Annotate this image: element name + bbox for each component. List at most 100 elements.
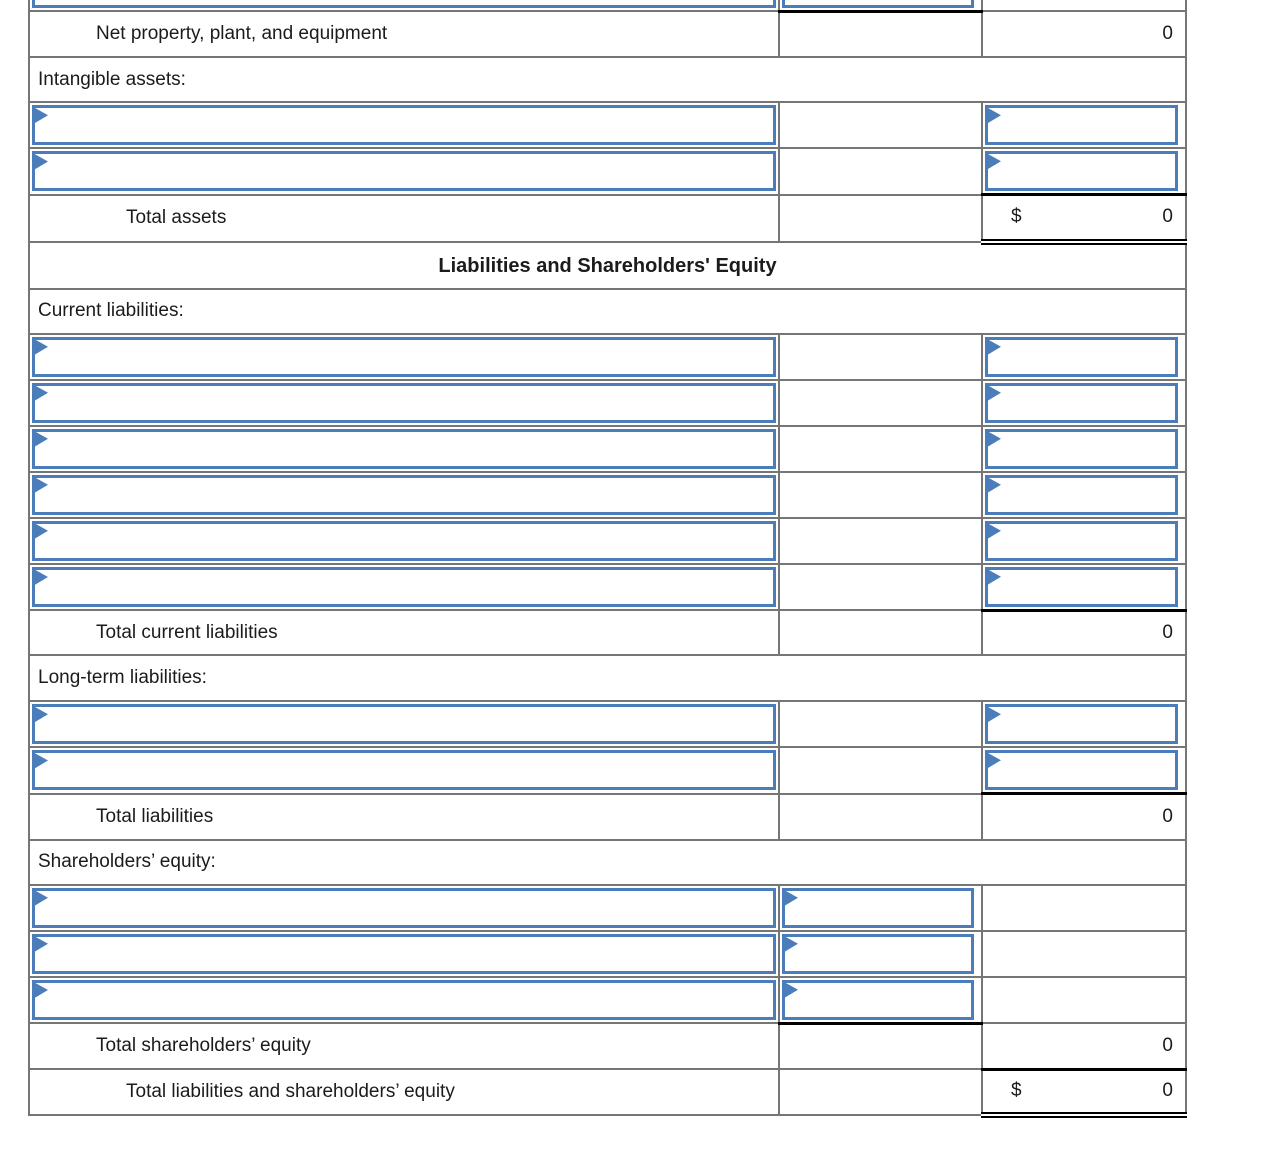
amount-input-cell[interactable] bbox=[28, 0, 780, 12]
amount-input[interactable] bbox=[32, 704, 776, 744]
empty-cell bbox=[778, 193, 983, 243]
amount-input[interactable] bbox=[985, 382, 1178, 423]
amount-input[interactable] bbox=[32, 105, 776, 145]
input-flag-icon bbox=[988, 339, 1001, 355]
row-intangible-input-2 bbox=[28, 147, 1187, 196]
row-net-ppe: Net property, plant, and equipment 0 bbox=[28, 9, 1187, 58]
total-liabilities-equity-label: Total liabilities and shareholders’ equi… bbox=[28, 1068, 780, 1116]
input-flag-icon bbox=[35, 385, 48, 401]
input-flag-icon bbox=[988, 707, 1001, 722]
input-flag-icon bbox=[988, 477, 1001, 493]
amount-input[interactable] bbox=[32, 382, 776, 423]
amount-input[interactable] bbox=[782, 979, 974, 1020]
amount-input[interactable] bbox=[32, 520, 776, 561]
amount-input[interactable] bbox=[32, 0, 776, 8]
total-assets-value: 0 bbox=[1162, 206, 1173, 228]
amount-input[interactable] bbox=[985, 105, 1178, 145]
total-liabilities-equity-value-cell: $ 0 bbox=[981, 1067, 1187, 1118]
input-flag-icon bbox=[35, 707, 48, 722]
row-total-assets: Total assets $ 0 bbox=[28, 193, 1187, 245]
empty-cell bbox=[981, 0, 1187, 12]
input-flag-icon bbox=[988, 753, 1001, 768]
total-liabilities-equity-value: 0 bbox=[1162, 1080, 1173, 1102]
input-flag-icon bbox=[35, 154, 48, 170]
input-flag-icon bbox=[785, 890, 798, 906]
row-total-liabilities-equity: Total liabilities and shareholders’ equi… bbox=[28, 1067, 1187, 1118]
row-shareholders-equity-header: Shareholders’ equity: bbox=[28, 838, 1187, 886]
input-flag-icon bbox=[35, 936, 48, 952]
empty-cell bbox=[778, 792, 983, 841]
amount-input[interactable] bbox=[985, 704, 1178, 744]
amount-input[interactable] bbox=[32, 566, 776, 607]
amount-input[interactable] bbox=[985, 566, 1178, 607]
row-liabilities-equity-header: Liabilities and Shareholders' Equity bbox=[28, 240, 1187, 290]
amount-input-cell[interactable] bbox=[778, 0, 983, 12]
input-flag-icon bbox=[35, 339, 48, 355]
input-flag-icon bbox=[35, 890, 48, 906]
row-current-liability-input-3 bbox=[28, 424, 1187, 473]
total-liabilities-value: 0 bbox=[981, 792, 1187, 841]
row-total-shareholders-equity: Total shareholders’ equity 0 bbox=[28, 1021, 1187, 1070]
row-ppe-input-partial bbox=[28, 0, 1187, 12]
amount-input[interactable] bbox=[782, 887, 974, 928]
input-flag-icon bbox=[35, 108, 48, 123]
empty-cell bbox=[778, 1068, 983, 1116]
amount-input[interactable] bbox=[985, 750, 1178, 790]
total-assets-label: Total assets bbox=[28, 193, 780, 243]
row-total-current-liabilities: Total current liabilities 0 bbox=[28, 608, 1187, 656]
row-shareholders-equity-input-3 bbox=[28, 975, 1187, 1024]
long-term-liabilities-header: Long-term liabilities: bbox=[28, 654, 1187, 702]
amount-input[interactable] bbox=[32, 887, 776, 928]
amount-input[interactable] bbox=[32, 336, 776, 377]
empty-cell bbox=[981, 975, 1187, 1024]
amount-input[interactable] bbox=[985, 520, 1178, 561]
empty-cell bbox=[778, 562, 983, 611]
amount-input[interactable] bbox=[985, 428, 1178, 469]
input-flag-icon bbox=[35, 753, 48, 769]
input-flag-icon bbox=[988, 569, 1001, 585]
empty-cell bbox=[981, 883, 1187, 932]
amount-input[interactable] bbox=[32, 151, 776, 192]
row-total-liabilities: Total liabilities 0 bbox=[28, 792, 1187, 841]
row-current-liability-input-5 bbox=[28, 516, 1187, 565]
amount-input[interactable] bbox=[985, 336, 1178, 377]
row-current-liability-input-2 bbox=[28, 378, 1187, 427]
empty-cell bbox=[778, 746, 983, 795]
amount-input[interactable] bbox=[32, 428, 776, 469]
amount-input[interactable] bbox=[782, 933, 974, 974]
row-current-liabilities-header: Current liabilities: bbox=[28, 287, 1187, 335]
amount-input[interactable] bbox=[32, 979, 776, 1020]
amount-input[interactable] bbox=[32, 750, 776, 791]
total-shareholders-equity-label: Total shareholders’ equity bbox=[28, 1022, 780, 1070]
row-current-liability-input-6 bbox=[28, 562, 1187, 611]
input-flag-icon bbox=[988, 385, 1001, 401]
input-flag-icon bbox=[988, 154, 1001, 169]
empty-cell bbox=[778, 9, 983, 58]
input-flag-icon bbox=[35, 477, 48, 493]
amount-input[interactable] bbox=[985, 151, 1178, 191]
current-liabilities-header: Current liabilities: bbox=[28, 287, 1187, 335]
amount-input[interactable] bbox=[782, 0, 974, 8]
liabilities-equity-header: Liabilities and Shareholders' Equity bbox=[28, 240, 1187, 290]
currency-symbol: $ bbox=[1011, 206, 1022, 228]
input-flag-icon bbox=[35, 982, 48, 998]
empty-cell bbox=[778, 609, 983, 656]
total-current-liabilities-value: 0 bbox=[981, 608, 1187, 656]
row-shareholders-equity-input-2 bbox=[28, 929, 1187, 978]
row-current-liability-input-4 bbox=[28, 470, 1187, 519]
input-flag-icon bbox=[35, 569, 48, 585]
empty-cell bbox=[981, 929, 1187, 978]
row-long-term-input-1 bbox=[28, 700, 1187, 748]
empty-cell bbox=[778, 147, 983, 196]
empty-cell bbox=[778, 378, 983, 427]
total-shareholders-equity-value: 0 bbox=[981, 1022, 1187, 1070]
row-current-liability-input-1 bbox=[28, 332, 1187, 381]
empty-cell bbox=[778, 470, 983, 519]
total-current-liabilities-label: Total current liabilities bbox=[28, 609, 780, 656]
input-flag-icon bbox=[785, 982, 798, 998]
amount-input[interactable] bbox=[985, 474, 1178, 515]
amount-input[interactable] bbox=[32, 474, 776, 515]
currency-symbol: $ bbox=[1011, 1080, 1022, 1102]
empty-cell bbox=[778, 516, 983, 565]
amount-input[interactable] bbox=[32, 933, 776, 974]
